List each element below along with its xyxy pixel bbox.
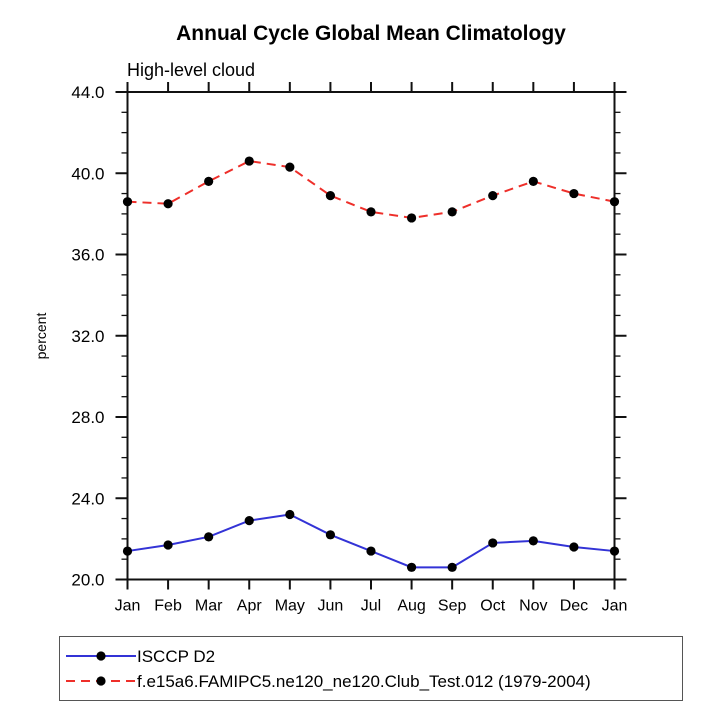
data-series: [122, 156, 620, 572]
data-point: [163, 199, 173, 209]
page-title: Annual Cycle Global Mean Climatology: [176, 22, 566, 45]
data-point: [569, 188, 579, 199]
data-point: [609, 546, 620, 556]
data-point: [609, 197, 620, 207]
legend-label-isccp: ISCCP D2: [137, 646, 216, 666]
y-tick-label: 24.0: [71, 489, 104, 508]
legend-item-isccp: ISCCP D2: [65, 644, 682, 669]
series-line-0: [127, 513, 615, 569]
y-tick-label: 36.0: [71, 246, 104, 265]
data-point: [325, 530, 336, 540]
x-tick-label: Dec: [560, 598, 588, 615]
model-line-sample-icon: [66, 676, 136, 686]
x-tick-label: Apr: [237, 598, 263, 615]
data-point: [366, 546, 376, 556]
x-tick-label: Feb: [154, 598, 182, 615]
data-point: [204, 532, 214, 542]
data-point: [488, 190, 498, 201]
data-point: [244, 156, 254, 166]
legend-label-model: f.e15a6.FAMIPC5.ne120_ne120.Club_Test.01…: [137, 671, 591, 691]
x-axis: Jan Feb Mar Apr May Jun Jul Aug Sep Oct Nov Dec Jan: [115, 82, 628, 615]
x-tick-label: Oct: [480, 598, 505, 615]
y-axis: 20.0 24.0 28.0 32.0 36.0 40.0 44.0: [71, 83, 627, 590]
x-tick-label: Jun: [318, 598, 344, 615]
data-point: [488, 538, 498, 548]
y-tick-label: 32.0: [71, 327, 104, 346]
data-point: [122, 546, 133, 556]
x-tick-label: Jan: [602, 598, 628, 615]
data-point: [244, 515, 254, 526]
x-tick-label: Nov: [519, 598, 547, 615]
plot-border: [126, 91, 616, 581]
data-point: [528, 176, 538, 186]
y-tick-label: 44.0: [71, 83, 104, 102]
isccp-line-sample-icon: [66, 651, 136, 661]
data-point: [122, 197, 133, 207]
legend-item-model: f.e15a6.FAMIPC5.ne120_ne120.Club_Test.01…: [65, 669, 682, 694]
data-point: [204, 176, 214, 186]
x-tick-label: Jan: [115, 598, 141, 615]
y-tick-label: 28.0: [71, 408, 104, 427]
data-point: [406, 213, 417, 223]
data-point: [325, 190, 336, 201]
annual-cycle-chart: Annual Cycle Global Mean Climatology Hig…: [33, 22, 628, 615]
y-tick-label: 20.0: [71, 571, 104, 590]
legend: ISCCP D2 f.e15a6.FAMIPC5.ne120_ne120.Clu…: [59, 636, 683, 701]
data-point: [285, 162, 295, 172]
data-point: [447, 562, 457, 572]
data-point: [569, 542, 579, 552]
y-tick-label: 40.0: [71, 164, 104, 183]
x-tick-label: Jul: [361, 598, 381, 615]
data-point: [285, 509, 295, 520]
x-tick-label: Aug: [397, 598, 425, 615]
x-tick-label: Sep: [438, 598, 467, 615]
x-tick-label: Mar: [195, 598, 223, 615]
x-tick-label: May: [275, 598, 305, 615]
chart-subtitle: High-level cloud: [127, 60, 255, 80]
data-point: [447, 207, 457, 217]
y-axis-title: percent: [33, 313, 49, 360]
data-point: [163, 540, 173, 550]
data-point: [406, 562, 417, 572]
plot-frame: [126, 91, 616, 581]
data-point: [528, 536, 538, 546]
data-point: [366, 207, 376, 217]
